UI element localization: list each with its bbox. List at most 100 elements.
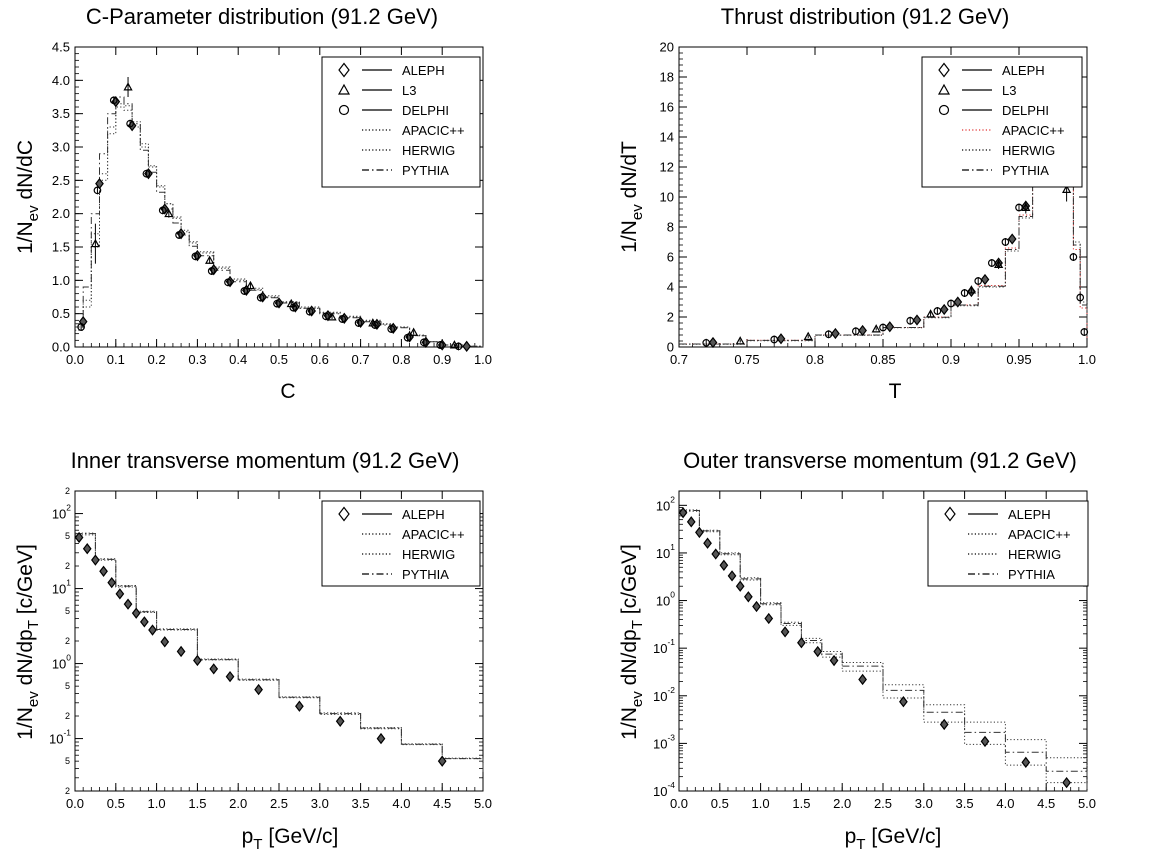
data-point-delphi [436, 341, 445, 349]
data-point-l3 [164, 208, 174, 218]
x-axis-label: pT [GeV/c] [242, 825, 339, 853]
x-tick-label: 0.2 [148, 352, 166, 367]
chart-panel-1: 0.0 0.1 0.2 0.3 0.4 0.5 0.6 0.7 0.8 0.9 1.0 0.0 0.5 1… [14, 4, 492, 403]
x-tick-label: 3.0 [915, 796, 933, 811]
data-point-aleph [744, 591, 753, 603]
y-tick-label: 8 [667, 220, 674, 235]
y-tick-label: 1.5 [52, 240, 70, 255]
data-point-delphi [142, 169, 151, 178]
data-point-l3 [327, 312, 337, 321]
data-point-delphi [256, 293, 265, 302]
series-line-pythia [679, 510, 1088, 789]
x-tick-label: 3.5 [956, 796, 974, 811]
data-point-aleph [780, 626, 790, 638]
legend-label: PYTHIA [1002, 163, 1049, 178]
data-point-delphi [191, 252, 200, 261]
data-point-aleph [254, 683, 263, 696]
data-point-delphi [338, 315, 347, 323]
x-tick-label: 1.0 [148, 796, 166, 811]
y-tick-label: 100 [656, 590, 675, 609]
data-point-aleph [912, 314, 922, 326]
y-tick-label: 20 [660, 40, 674, 55]
data-point-aleph [885, 321, 895, 333]
data-point-delphi [273, 299, 281, 308]
legend-label: DELPHI [402, 103, 449, 118]
x-tick-label: 0.75 [734, 352, 759, 367]
data-point-aleph [953, 296, 963, 308]
data-point-delphi [1015, 203, 1023, 212]
y-axis-label: 1/Nev dN/dpT [c/GeV] [618, 544, 646, 740]
data-point-aleph [209, 663, 219, 675]
data-point-aleph [858, 324, 867, 337]
data-point-delphi [207, 267, 216, 275]
chart-title: C-Parameter distribution (91.2 GeV) [86, 4, 438, 29]
data-point-aleph [1062, 776, 1071, 789]
legend-label: APACIC++ [1008, 527, 1071, 542]
y-tick-label: 10 [660, 190, 674, 205]
x-tick-label: 2.0 [833, 796, 851, 811]
x-tick-label: 0.0 [66, 352, 84, 367]
y-tick-label: 10-3 [653, 732, 675, 751]
x-tick-label: 2.0 [229, 796, 247, 811]
y-tick-label: 0 [667, 340, 674, 355]
data-point-delphi [851, 327, 860, 336]
chart-title: Outer transverse momentum (91.2 GeV) [683, 448, 1077, 473]
legend: ALEPH L3 DELPHI APACIC++ HERWIG PYTHIA [321, 56, 481, 188]
data-point-l3 [993, 259, 1004, 268]
legend-label: APACIC++ [402, 123, 465, 138]
y-axis-label: 1/Nev dN/dC [14, 140, 42, 254]
chart-panel-4: 0.0 0.5 1.0 1.5 2.0 2.5 3.0 3.5 4.0 4.5 5.0 10-4 10-… [618, 448, 1096, 853]
data-point-aleph [858, 673, 867, 686]
legend-label: HERWIG [402, 547, 455, 562]
data-point-aleph [1007, 233, 1017, 245]
legend-label: APACIC++ [402, 527, 465, 542]
data-point-delphi [1080, 328, 1089, 336]
data-point-aleph [980, 735, 990, 748]
series-line-pythia [75, 533, 484, 773]
legend-marker-aleph [938, 62, 950, 78]
y-tick-label: 16 [660, 100, 674, 115]
data-point-aleph [91, 554, 100, 566]
y-tick-label: 12 [660, 160, 674, 175]
y-minor-tick-label: 2 [65, 711, 70, 721]
y-tick-label: 10-4 [653, 780, 675, 799]
series-line-apacicpp [75, 106, 484, 347]
data-point-delphi [933, 307, 942, 315]
data-point-delphi [1076, 293, 1085, 302]
y-tick-label: 14 [660, 130, 674, 145]
data-point-aleph [711, 548, 721, 560]
data-point-l3 [871, 324, 881, 333]
x-axis-label: pT [GeV/c] [845, 825, 942, 853]
data-point-delphi [322, 312, 330, 321]
data-point-aleph [193, 654, 202, 667]
data-point-aleph [295, 700, 304, 712]
x-axis-label: C [280, 380, 295, 403]
data-point-aleph [899, 696, 908, 708]
data-point-aleph [829, 654, 839, 667]
legend-box [321, 500, 481, 587]
legend-marker-delphi [338, 104, 350, 116]
data-point-l3 [1061, 184, 1072, 193]
data-point-delphi [354, 319, 363, 327]
y-tick-label: 3.5 [52, 106, 70, 121]
legend-label: ALEPH [402, 507, 445, 522]
data-point-aleph [686, 516, 696, 528]
legend-marker-l3 [937, 83, 951, 95]
data-point-l3 [925, 309, 936, 318]
chart-panel-3: 0.0 0.5 1.0 1.5 2.0 2.5 3.0 3.5 4.0 4.5 5.0 2 5 2 5 2 5 2… [14, 448, 492, 853]
legend-marker-aleph [338, 62, 350, 78]
y-tick-label: 4.5 [52, 40, 70, 55]
x-tick-label: 1.5 [792, 796, 810, 811]
x-tick-label: 0.5 [270, 352, 288, 367]
data-point-aleph [703, 537, 712, 549]
y-minor-tick-label: 2 [65, 636, 70, 646]
y-minor-tick-label: 2 [65, 786, 70, 796]
data-point-aleph [719, 559, 729, 571]
x-tick-label: 5.0 [1078, 796, 1096, 811]
legend-label: ALEPH [1002, 63, 1045, 78]
data-point-aleph [78, 316, 88, 328]
x-tick-label: 1.0 [752, 796, 770, 811]
legend-label: APACIC++ [1002, 123, 1065, 138]
data-point-aleph [115, 588, 125, 600]
x-tick-label: 4.5 [433, 796, 451, 811]
